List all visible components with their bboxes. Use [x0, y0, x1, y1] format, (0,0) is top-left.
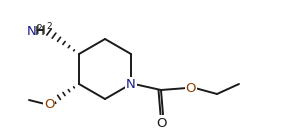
Text: H: H — [35, 25, 45, 38]
Text: 2: 2 — [37, 24, 42, 33]
Text: N: N — [126, 78, 136, 91]
Text: N: N — [26, 25, 36, 38]
Text: 2: 2 — [46, 22, 52, 31]
Text: O: O — [44, 98, 54, 111]
Text: O: O — [157, 117, 167, 130]
Text: H: H — [36, 25, 46, 38]
Text: O: O — [186, 82, 196, 95]
